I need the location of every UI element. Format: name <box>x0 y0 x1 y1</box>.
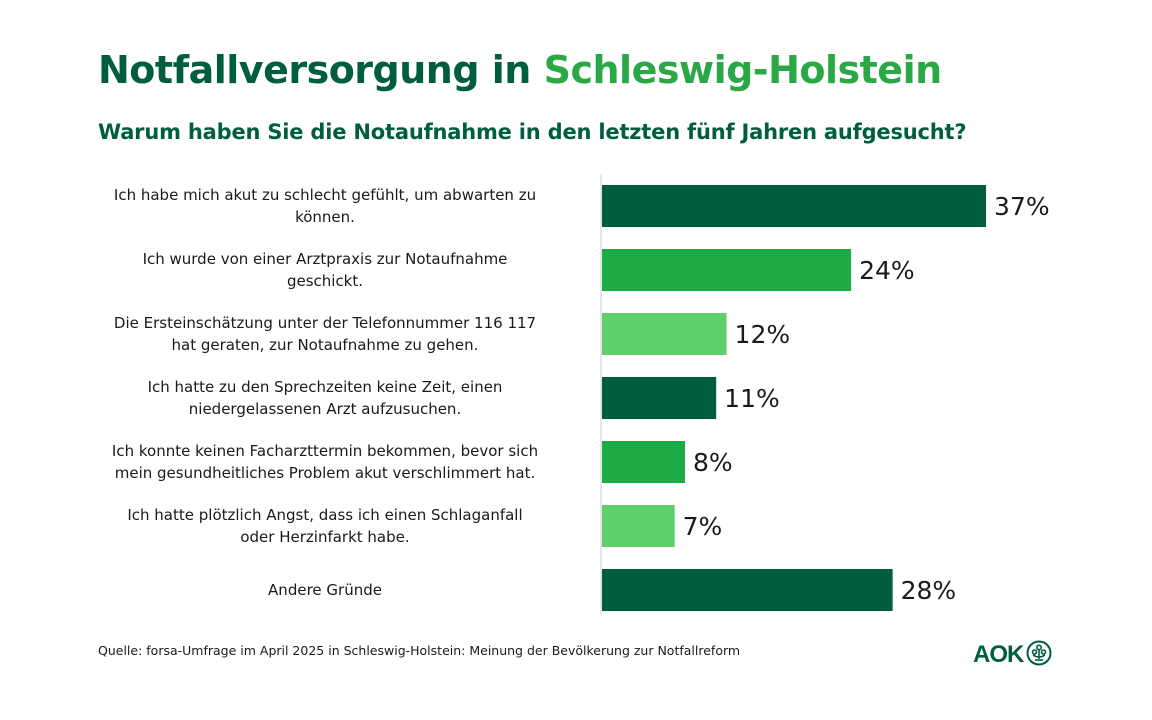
title-part-2: Schleswig-Holstein <box>543 48 943 92</box>
value-label: 11% <box>724 384 780 413</box>
category-label-line: hat geraten, zur Notaufnahme zu gehen. <box>171 336 479 354</box>
title-part-1: Notfallversorgung in <box>98 48 531 92</box>
value-label: 12% <box>735 320 791 349</box>
category-label-line: können. <box>295 208 355 226</box>
category-label-line: Ich hatte plötzlich Angst, dass ich eine… <box>127 506 523 524</box>
category-label-line: mein gesundheitliches Problem akut versc… <box>114 464 536 482</box>
category-label: Die Ersteinschätzung unter der Telefonnu… <box>65 312 585 356</box>
bar <box>602 249 852 291</box>
bar <box>602 569 893 611</box>
chart-subtitle: Warum haben Sie die Notaufnahme in den l… <box>98 120 967 144</box>
category-label-line: niedergelassenen Arzt aufzusuchen. <box>188 400 462 418</box>
category-label: Ich konnte keinen Facharzttermin bekomme… <box>65 440 585 484</box>
category-label-line: geschickt. <box>286 272 364 290</box>
bar <box>602 313 727 355</box>
aok-tree-icon <box>1026 640 1052 670</box>
category-label-line: Ich konnte keinen Facharzttermin bekomme… <box>111 442 539 460</box>
category-label: Ich hatte zu den Sprechzeiten keine Zeit… <box>65 376 585 420</box>
page-title: Notfallversorgung in Schleswig-Holstein <box>98 48 942 92</box>
category-label: Andere Gründe <box>65 579 585 601</box>
category-label-line: oder Herzinfarkt habe. <box>240 528 410 546</box>
value-label: 28% <box>901 576 957 605</box>
bar <box>602 441 686 483</box>
category-label-line: Die Ersteinschätzung unter der Telefonnu… <box>113 314 537 332</box>
source-note: Quelle: forsa-Umfrage im April 2025 in S… <box>98 643 741 658</box>
bar <box>602 377 717 419</box>
value-label: 7% <box>683 512 723 541</box>
category-label: Ich wurde von einer Arztpraxis zur Notau… <box>65 248 585 292</box>
category-label-line: Ich wurde von einer Arztpraxis zur Notau… <box>142 250 508 268</box>
category-label: Ich hatte plötzlich Angst, dass ich eine… <box>65 504 585 548</box>
aok-logo: AOK <box>973 640 1052 670</box>
value-label: 24% <box>859 256 915 285</box>
value-label: 37% <box>994 192 1050 221</box>
category-label-line: Ich habe mich akut zu schlecht gefühlt, … <box>113 186 537 204</box>
logo-text: AOK <box>973 641 1024 668</box>
category-label-line: Ich hatte zu den Sprechzeiten keine Zeit… <box>147 378 503 396</box>
value-label: 8% <box>693 448 733 477</box>
category-label: Ich habe mich akut zu schlecht gefühlt, … <box>65 184 585 228</box>
bar <box>602 185 987 227</box>
category-label-line: Andere Gründe <box>268 581 382 599</box>
bar <box>602 505 675 547</box>
